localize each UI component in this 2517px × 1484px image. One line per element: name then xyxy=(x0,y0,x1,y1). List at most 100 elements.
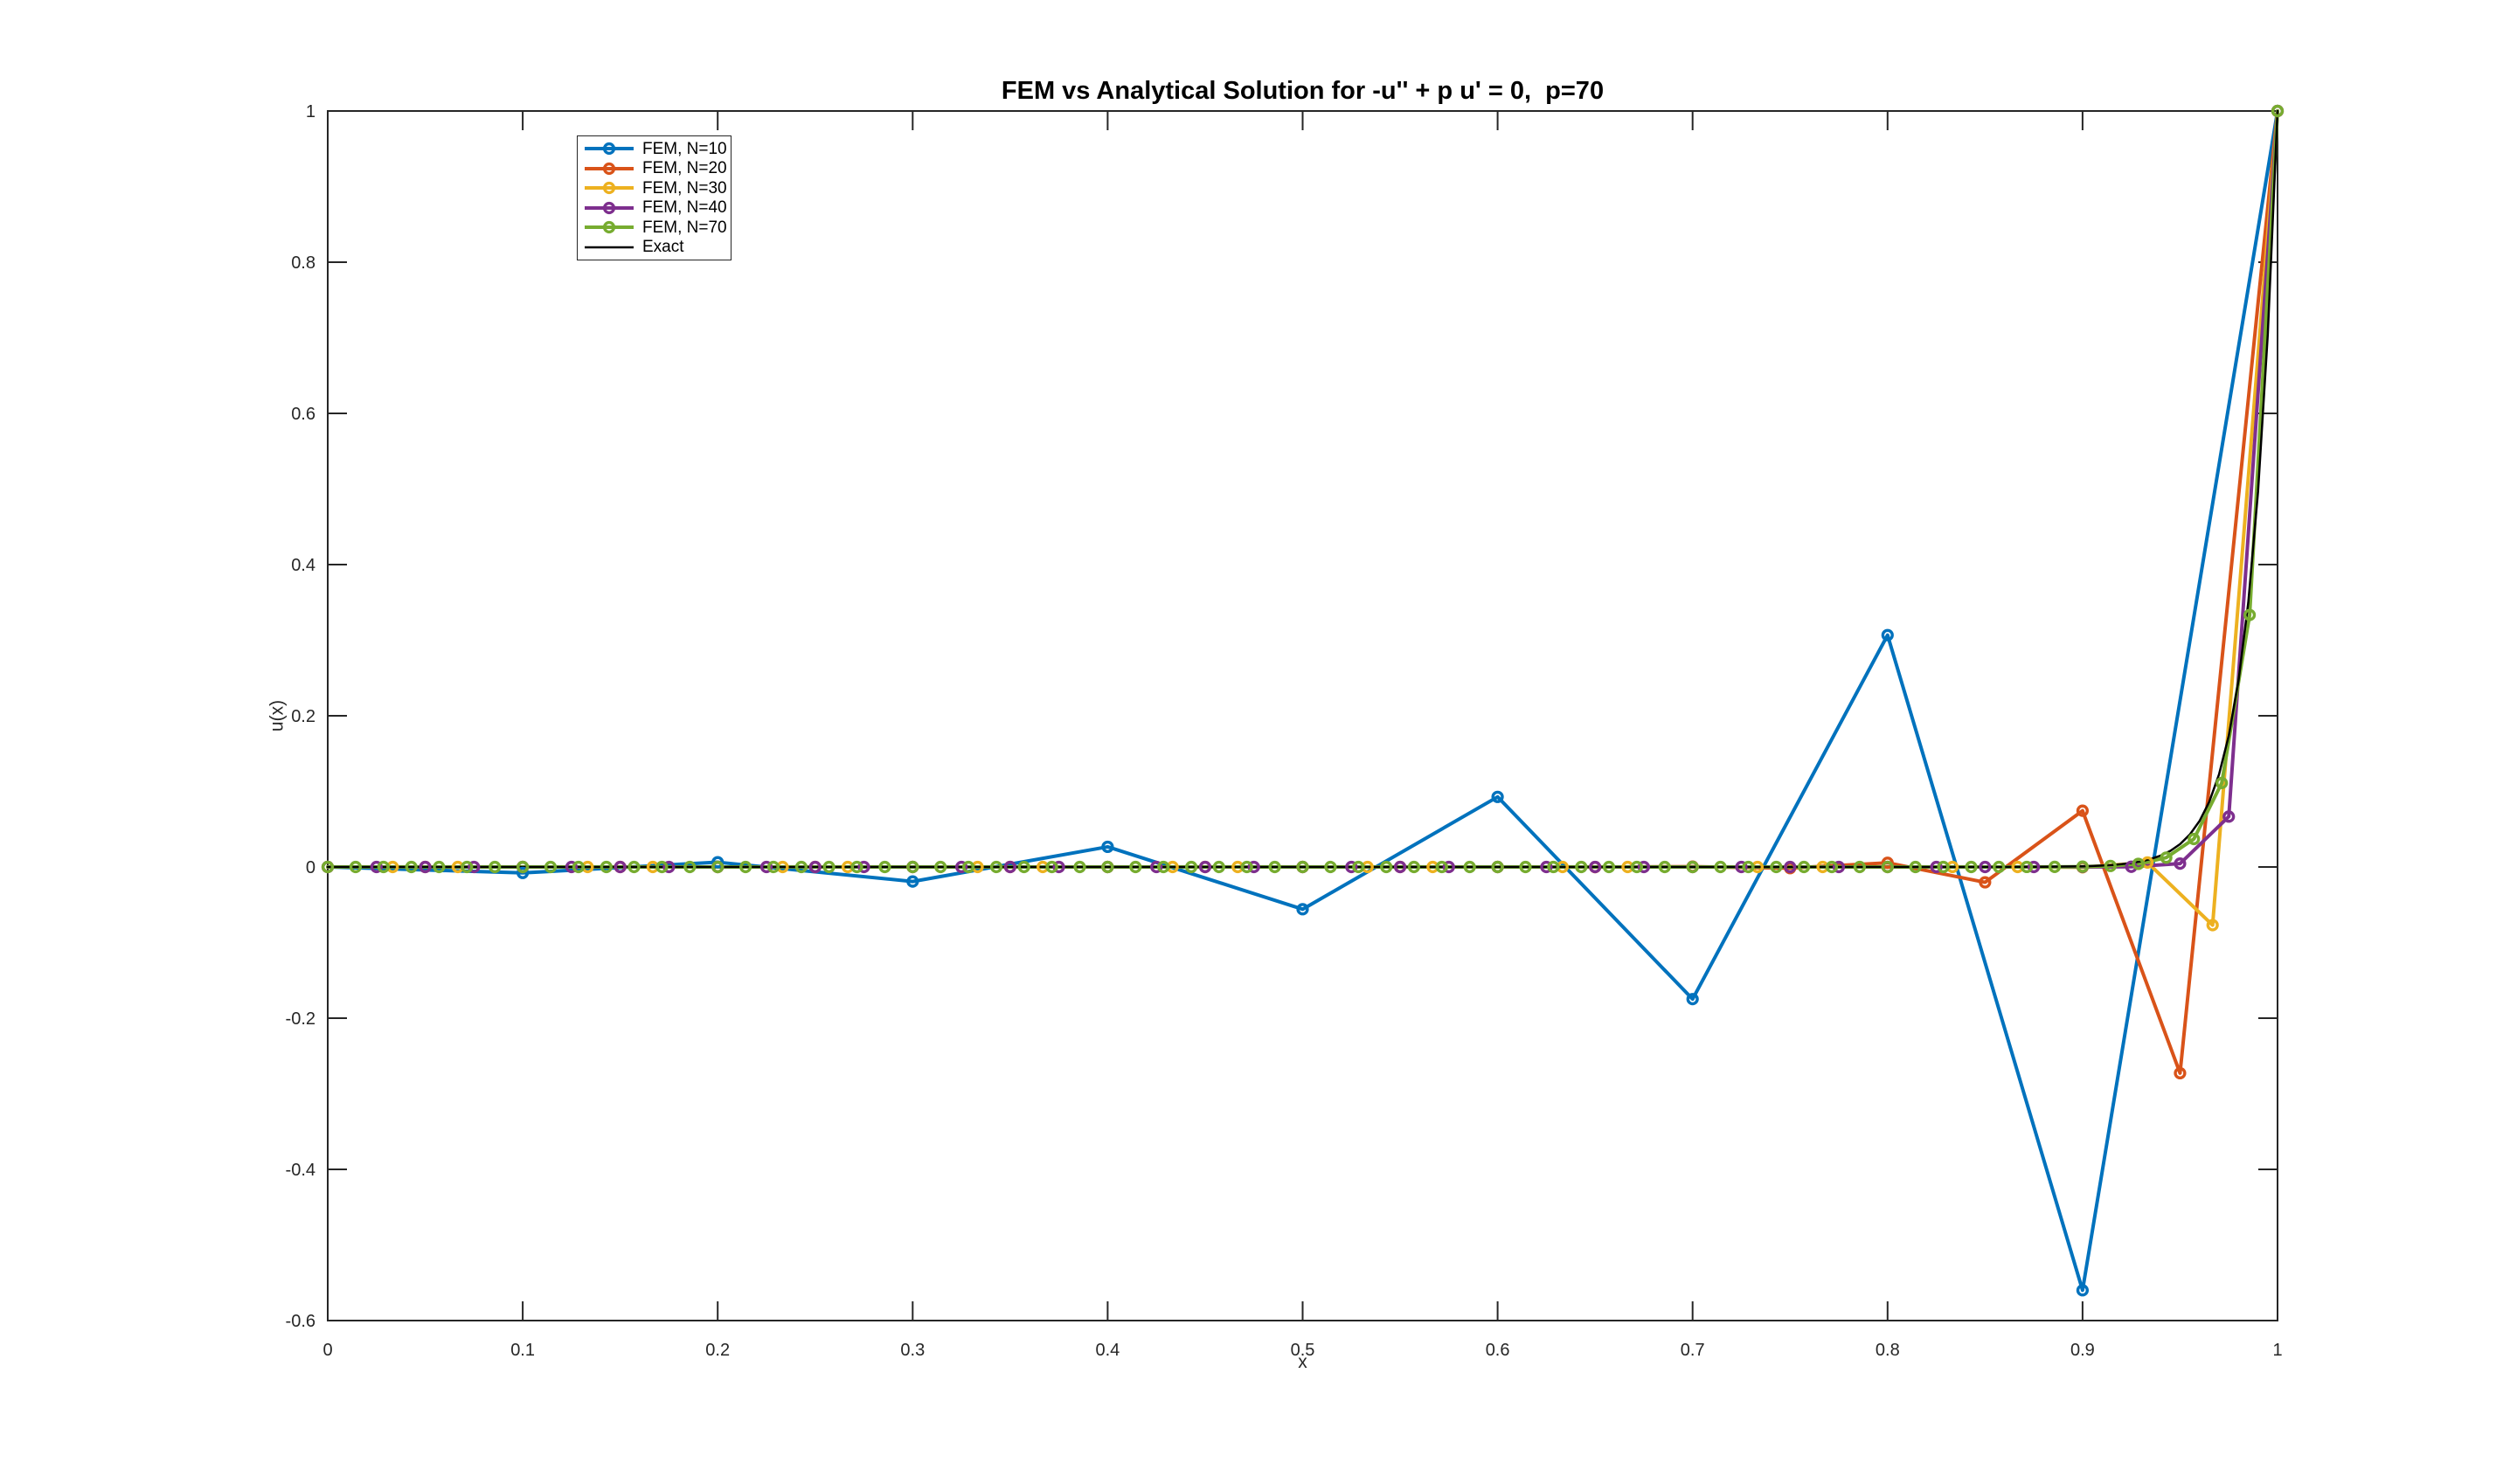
legend-marker-icon xyxy=(602,182,616,195)
series-marker-fem-n-70 xyxy=(1630,860,1643,874)
series-marker-fem-n-70 xyxy=(1324,860,1337,874)
x-tick-label: 0.5 xyxy=(1291,1341,1315,1360)
series-marker-fem-n-40 xyxy=(2028,860,2041,874)
legend-line-sample xyxy=(585,142,634,156)
series-marker-fem-n-70 xyxy=(1240,860,1253,874)
y-tick-label: -0.6 xyxy=(286,1312,315,1331)
series-marker-fem-n-40 xyxy=(468,860,481,874)
y-tick-label: 0.4 xyxy=(291,556,315,575)
series-marker-fem-n-70 xyxy=(766,860,780,874)
series-marker-fem-n-70 xyxy=(572,860,586,874)
series-marker-fem-n-70 xyxy=(1296,860,1309,874)
series-marker-fem-n-70 xyxy=(962,860,975,874)
series-marker-fem-n-70 xyxy=(2243,608,2257,621)
legend-line-sample xyxy=(585,201,634,214)
series-marker-fem-n-40 xyxy=(614,860,627,874)
legend-item: FEM, N=70 xyxy=(578,218,731,237)
series-marker-fem-n-70 xyxy=(1714,860,1727,874)
legend-line-sample xyxy=(585,162,634,175)
series-marker-fem-n-40 xyxy=(419,860,432,874)
series-marker-fem-n-40 xyxy=(370,860,383,874)
legend-marker-icon xyxy=(602,142,616,156)
series-marker-fem-n-70 xyxy=(878,860,891,874)
series-marker-fem-n-70 xyxy=(1909,860,1922,874)
series-marker-fem-n-70 xyxy=(1965,860,1978,874)
series-marker-fem-n-70 xyxy=(1853,860,1866,874)
series-marker-fem-n-40 xyxy=(1393,860,1407,874)
series-marker-fem-n-70 xyxy=(628,860,641,874)
series-marker-fem-n-20 xyxy=(1979,876,1992,889)
series-marker-fem-n-70 xyxy=(1380,860,1393,874)
series-marker-fem-n-10 xyxy=(1101,840,1114,854)
series-marker-fem-n-70 xyxy=(544,860,558,874)
y-tick-label: -0.2 xyxy=(286,1009,315,1029)
series-marker-fem-n-40 xyxy=(1735,860,1748,874)
series-marker-fem-n-40 xyxy=(1150,860,1163,874)
series-marker-fem-n-10 xyxy=(2076,1284,2090,1297)
series-marker-fem-n-40 xyxy=(1198,860,1212,874)
series-line-fem-n-10 xyxy=(326,109,2279,1293)
series-marker-fem-n-40 xyxy=(1979,860,1992,874)
series-marker-fem-n-40 xyxy=(857,860,870,874)
x-tick-label: 0.4 xyxy=(1095,1341,1120,1360)
series-marker-fem-n-40 xyxy=(1052,860,1065,874)
legend-label: FEM, N=40 xyxy=(642,198,727,218)
legend-marker-icon xyxy=(602,162,616,175)
series-marker-fem-n-40 xyxy=(1637,860,1651,874)
series-marker-fem-n-70 xyxy=(1575,860,1588,874)
series-marker-fem-n-70 xyxy=(2188,832,2201,846)
y-tick-label: 0.8 xyxy=(291,253,315,273)
series-marker-fem-n-40 xyxy=(1784,860,1797,874)
series-marker-fem-n-10 xyxy=(1686,993,1699,1006)
series-marker-fem-n-70 xyxy=(2215,776,2229,789)
x-tick-label: 0.6 xyxy=(1486,1341,1510,1360)
series-marker-fem-n-70 xyxy=(2104,859,2117,872)
legend-label: FEM, N=20 xyxy=(642,159,727,178)
series-marker-fem-n-40 xyxy=(2174,857,2187,870)
legend-item: FEM, N=10 xyxy=(578,140,731,158)
series-marker-fem-n-70 xyxy=(2020,860,2034,874)
series-marker-fem-n-70 xyxy=(739,860,752,874)
series-marker-fem-n-70 xyxy=(1129,860,1142,874)
series-marker-fem-n-70 xyxy=(1993,860,2006,874)
series-marker-fem-n-40 xyxy=(1247,860,1260,874)
series-marker-fem-n-70 xyxy=(1045,860,1058,874)
series-marker-fem-n-70 xyxy=(2271,104,2285,118)
y-tick-label: -0.4 xyxy=(286,1161,315,1180)
series-marker-fem-n-40 xyxy=(2222,810,2236,823)
chart-title: FEM vs Analytical Solution for -u'' + p … xyxy=(1001,77,1605,105)
series-marker-fem-n-40 xyxy=(954,860,968,874)
series-marker-fem-n-70 xyxy=(794,860,808,874)
series-marker-fem-n-70 xyxy=(516,860,530,874)
series-marker-fem-n-70 xyxy=(2132,857,2145,870)
series-marker-fem-n-70 xyxy=(850,860,863,874)
series-marker-fem-n-70 xyxy=(1770,860,1783,874)
series-marker-fem-n-70 xyxy=(683,860,697,874)
series-marker-fem-n-40 xyxy=(565,860,578,874)
legend-item: FEM, N=40 xyxy=(578,198,731,217)
series-marker-fem-n-70 xyxy=(2048,860,2062,873)
series-marker-fem-n-40 xyxy=(1589,860,1602,874)
series-marker-fem-n-10 xyxy=(906,875,919,888)
series-marker-fem-n-40 xyxy=(1540,860,1553,874)
series-marker-fem-n-70 xyxy=(711,860,725,874)
series-marker-fem-n-70 xyxy=(2076,860,2090,873)
series-marker-fem-n-70 xyxy=(405,860,418,874)
legend-item: FEM, N=20 xyxy=(578,159,731,177)
series-marker-fem-n-70 xyxy=(377,860,390,874)
legend: FEM, N=10 FEM, N=20 FEM, N=30 FEM, N=40 FEM,… xyxy=(577,135,732,260)
series-marker-fem-n-70 xyxy=(1658,860,1671,874)
x-tick-label: 0.3 xyxy=(900,1341,925,1360)
series-marker-fem-n-10 xyxy=(711,856,725,869)
y-tick-label: 1 xyxy=(306,102,315,121)
y-tick-label: 0.6 xyxy=(291,405,315,424)
series-marker-fem-n-70 xyxy=(1547,860,1560,874)
series-marker-fem-n-70 xyxy=(1797,860,1811,874)
series-marker-fem-n-20 xyxy=(2174,1066,2187,1080)
x-tick-label: 0.8 xyxy=(1876,1341,1900,1360)
series-marker-fem-n-70 xyxy=(934,860,947,874)
x-tick-label: 0.2 xyxy=(705,1341,730,1360)
legend-marker-icon xyxy=(602,221,616,234)
series-marker-fem-n-70 xyxy=(655,860,669,874)
